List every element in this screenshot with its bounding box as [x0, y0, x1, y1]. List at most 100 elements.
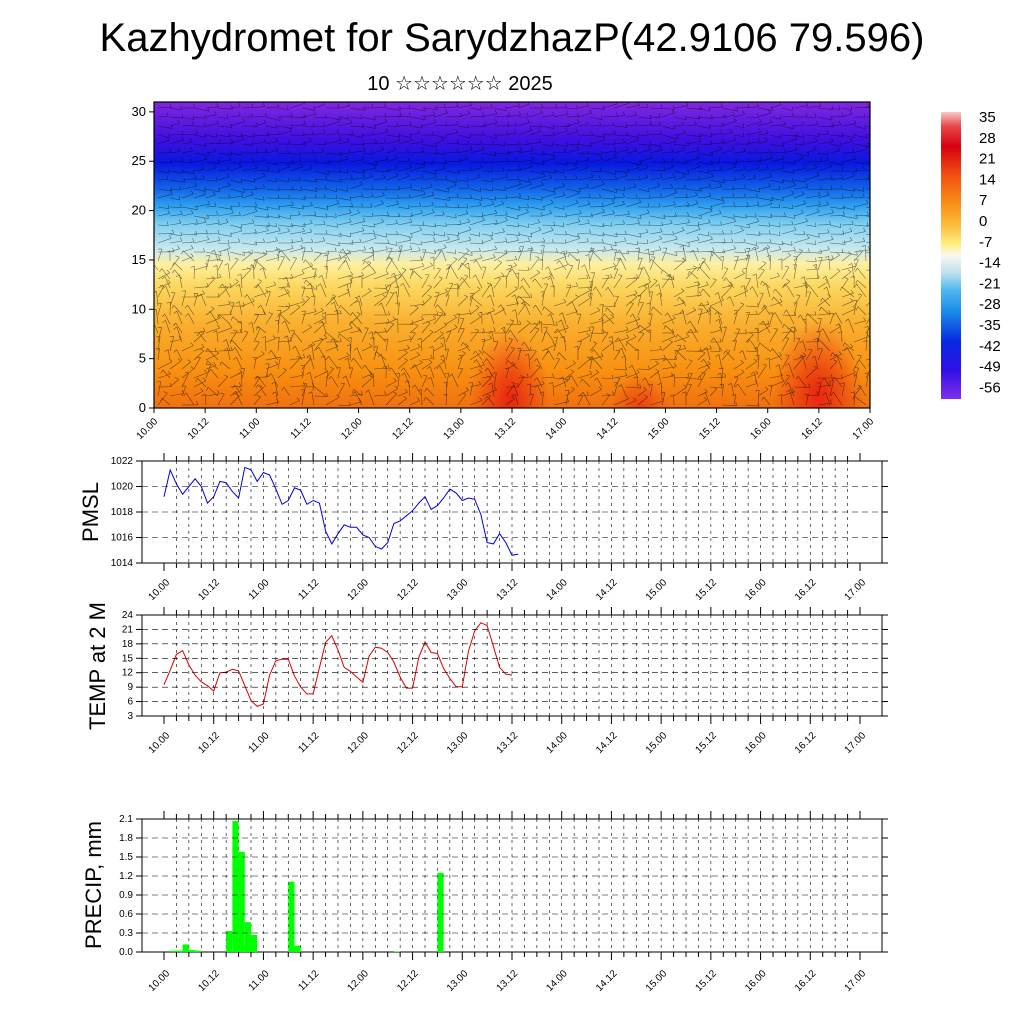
x-tick-label: 16.00 — [743, 730, 769, 756]
section-x-tick-label: 10.00 — [135, 416, 161, 442]
x-tick-label: 12.00 — [346, 577, 372, 603]
x-tick-label: 13.00 — [445, 730, 471, 756]
section-x-tick-label: 15.12 — [697, 416, 723, 442]
x-tick-label: 11.00 — [247, 577, 272, 602]
section-x-tick-label: 14.00 — [544, 416, 570, 442]
section-y-tick-label: 0 — [139, 400, 146, 415]
x-tick-label: 14.12 — [594, 730, 620, 756]
x-tick-label: 10.00 — [147, 577, 173, 603]
y-tick-label: 1020 — [111, 482, 134, 493]
x-tick-label: 15.00 — [644, 968, 670, 994]
x-tick-label: 16.00 — [743, 968, 769, 994]
colorbar-label: -49 — [979, 359, 1001, 376]
colorbar-label: 14 — [979, 171, 996, 188]
x-tick-label: 15.00 — [644, 577, 670, 603]
x-tick-label: 12.12 — [395, 968, 421, 994]
section-y-tick-label: 5 — [139, 351, 146, 366]
colorbar-label: 28 — [979, 130, 996, 147]
x-tick-label: 17.00 — [843, 577, 869, 603]
precip-bar — [437, 872, 444, 952]
page-subtitle: 10 ☆☆☆☆☆☆ 2025 — [367, 73, 553, 95]
section-x-tick-label: 16.00 — [748, 416, 774, 442]
temp-panel: 3 6 9 12 15 18 21 24 10.00 10.12 11.00 11.12 12.00 12… — [85, 602, 888, 756]
colorbar-label: 7 — [979, 192, 987, 209]
section-y-tick-label: 20 — [132, 203, 146, 218]
x-tick-label: 12.12 — [395, 577, 421, 603]
precip-bar — [244, 922, 251, 952]
precip-bar — [393, 951, 401, 952]
x-tick-label: 14.00 — [544, 968, 570, 994]
cross-section-panel: 0 5 10 15 20 25 30 10.00 10.12 11.00 11.12 12.00 12… — [132, 101, 877, 442]
warm-core-1 — [470, 330, 550, 408]
warm-core-2 — [773, 320, 863, 408]
section-x-tick-label: 17.00 — [851, 416, 877, 442]
x-tick-label: 12.12 — [395, 730, 421, 756]
x-tick-label: 12.00 — [346, 730, 372, 756]
y-tick-label: 2.1 — [119, 814, 133, 825]
x-tick-label: 12.00 — [346, 968, 372, 994]
colorbar-label: -7 — [979, 234, 992, 251]
colorbar: 35 28 21 14 7 0 -7 -14 -21 -28 -35 -42 -49 -56 — [941, 109, 1001, 399]
x-tick-label: 14.00 — [544, 577, 570, 603]
x-tick-label: 14.00 — [544, 730, 570, 756]
pmsl-panel: 1014 1016 1018 1020 1022 10.00 10.12 11.00 11.12… — [78, 453, 888, 603]
y-tick-label: 1018 — [111, 507, 134, 518]
section-x-tick-label: 13.12 — [493, 416, 519, 442]
colorbar-label: 35 — [979, 109, 996, 126]
section-x-tick-label: 11.12 — [289, 416, 314, 441]
x-tick-label: 17.00 — [843, 730, 869, 756]
x-tick-label: 11.00 — [247, 968, 272, 993]
precip-bar — [226, 931, 233, 952]
x-tick-label: 15.00 — [644, 730, 670, 756]
x-tick-label: 15.12 — [694, 577, 720, 603]
x-tick-label: 15.12 — [694, 730, 720, 756]
y-tick-label: 1.5 — [119, 852, 133, 863]
section-y-tick-label: 30 — [132, 104, 146, 119]
y-tick-label: 0.0 — [119, 947, 133, 958]
section-y-tick-label: 10 — [132, 301, 146, 316]
colorbar-gradient — [941, 112, 961, 399]
x-tick-label: 13.12 — [495, 730, 521, 756]
x-tick-label: 16.12 — [793, 730, 819, 756]
y-tick-label: 9 — [127, 682, 133, 693]
colorbar-label: 0 — [979, 213, 987, 230]
x-tick-label: 11.12 — [296, 577, 321, 602]
precip-bar — [188, 950, 196, 952]
precip-bar — [176, 950, 183, 952]
y-tick-label: 1.8 — [119, 833, 133, 844]
x-tick-label: 15.12 — [694, 968, 720, 994]
colorbar-label: -14 — [979, 255, 1001, 272]
x-tick-label: 11.00 — [247, 730, 272, 755]
precip-axis-title: PRECIP, mm — [81, 821, 106, 949]
x-tick-label: 10.12 — [196, 968, 222, 994]
x-tick-label: 10.00 — [147, 730, 173, 756]
temp-series-line — [163, 622, 513, 707]
precip-bar — [238, 851, 245, 952]
colorbar-label: 21 — [979, 151, 996, 168]
precip-bar — [232, 820, 239, 952]
y-tick-label: 1016 — [111, 533, 134, 544]
y-tick-label: 1022 — [111, 456, 134, 467]
y-tick-label: 21 — [122, 624, 134, 635]
precip-bar — [182, 944, 189, 952]
pmsl-series-line — [163, 466, 519, 556]
x-tick-label: 17.00 — [843, 968, 869, 994]
section-x-tick-label: 14.12 — [595, 416, 621, 442]
temp-axis-title: TEMP at 2 M — [85, 602, 110, 730]
section-x-tick-label: 13.00 — [442, 416, 468, 442]
precip-bar — [251, 934, 258, 952]
x-tick-label: 13.12 — [495, 577, 521, 603]
pmsl-axis-title: PMSL — [78, 482, 103, 542]
precip-bar — [294, 945, 301, 952]
wind-barbs — [154, 102, 870, 407]
x-tick-label: 16.00 — [743, 577, 769, 603]
colorbar-label: -56 — [979, 379, 1001, 396]
x-tick-label: 16.12 — [793, 968, 819, 994]
y-tick-label: 1014 — [111, 558, 134, 569]
page-title: Kazhydromet for SarydzhazP(42.9106 79.59… — [99, 16, 925, 60]
colorbar-label: -42 — [979, 338, 1001, 355]
x-tick-label: 14.12 — [594, 577, 620, 603]
precip-bar — [195, 950, 202, 952]
colorbar-label: -35 — [979, 317, 1001, 334]
